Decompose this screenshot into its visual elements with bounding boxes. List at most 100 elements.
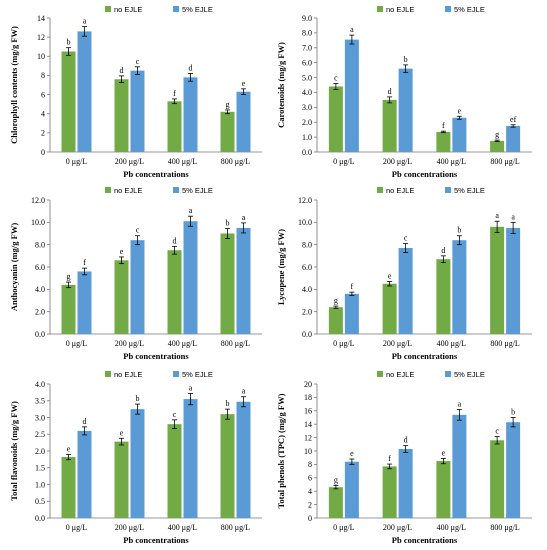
bar-no-ejle (382, 466, 397, 518)
x-tick-label: 200 μg/L (115, 339, 145, 348)
x-tick-label: 800 μg/L (490, 157, 520, 166)
y-tick-label: 1.0 (35, 480, 45, 489)
y-tick-label: 7.0 (302, 44, 312, 53)
bar-no-ejle (220, 414, 235, 518)
significance-letter: e (458, 106, 462, 115)
significance-letter: b (136, 394, 140, 403)
legend: no EJLE 5% EJLE (377, 5, 485, 14)
y-tick-label: 2.0 (35, 447, 45, 456)
bar-5pct-ejle (77, 430, 92, 518)
bar-5pct-ejle (506, 125, 521, 152)
y-tick-label: 0.0 (302, 330, 312, 339)
legend: no EJLE 5% EJLE (377, 370, 485, 379)
y-tick-label: 4 (308, 487, 312, 496)
significance-letter: g (334, 476, 338, 485)
x-tick-label: 0 μg/L (66, 157, 88, 166)
significance-letter: g (226, 100, 230, 109)
bar-no-ejle (436, 461, 451, 518)
bar-no-ejle (114, 79, 129, 152)
y-tick-label: 0.5 (35, 497, 45, 506)
bar-5pct-ejle (398, 68, 413, 152)
legend-label-no-ejle: no EJLE (386, 186, 414, 195)
y-axis-title: Chlorophyll contents (mg/g FW) (9, 26, 19, 144)
y-tick-label: 2.5 (35, 430, 45, 439)
significance-letter: a (83, 17, 87, 26)
legend-label-no-ejle: no EJLE (114, 186, 142, 195)
y-tick-label: 1.5 (35, 464, 45, 473)
significance-letter: e (350, 449, 354, 458)
x-tick-label: 200 μg/L (115, 157, 145, 166)
chart-panel-1: 0 2 4 6 8 10 12 14 Chlorophyll contents (mg/g FW… (9, 5, 262, 179)
significance-letter: a (189, 383, 193, 392)
bar-no-ejle (220, 111, 235, 152)
legend-swatch-5pct-ejle (173, 187, 179, 193)
chart-panel-4: 0.0 2.0 4.0 6.0 8.0 10.0 12.0 Lycopene (mg/g FW… (276, 186, 532, 361)
significance-letter: b (226, 399, 230, 408)
significance-letter: f (173, 89, 176, 98)
legend-swatch-no-ejle (105, 371, 111, 377)
significance-letter: e (67, 444, 71, 453)
x-tick-label: 0 μg/L (333, 339, 355, 348)
x-tick-label: 400 μg/L (437, 523, 467, 532)
y-axis-title: Anthocyanin (mg/g FW) (9, 223, 19, 311)
y-tick-label: 2.0 (35, 307, 45, 316)
significance-letter: d (120, 66, 124, 75)
x-axis-title: Pb concentrations (123, 535, 189, 545)
bar-5pct-ejle (398, 248, 413, 334)
legend-swatch-no-ejle (105, 6, 111, 12)
legend: no EJLE 5% EJLE (377, 186, 485, 195)
y-tick-label: 3.0 (35, 413, 45, 422)
significance-letter: e (388, 272, 392, 281)
chart-panel-5: 0.0 0.5 1.0 1.5 2.0 2.5 3.0 3.5 4.0 Total flavono… (9, 370, 262, 545)
legend-label-5pct-ejle: 5% EJLE (182, 370, 213, 379)
x-tick-label: 200 μg/L (383, 157, 413, 166)
y-tick-label: 8 (41, 71, 45, 80)
bar-5pct-ejle (506, 227, 521, 334)
bar-no-ejle (490, 140, 505, 152)
legend: no EJLE 5% EJLE (105, 5, 213, 14)
legend-swatch-5pct-ejle (173, 6, 179, 12)
significance-letter: c (404, 234, 408, 243)
bar-5pct-ejle (506, 422, 521, 518)
legend: no EJLE 5% EJLE (105, 370, 213, 379)
y-tick-label: 8.0 (302, 29, 312, 38)
x-tick-label: 800 μg/L (490, 523, 520, 532)
y-tick-label: 2.0 (302, 118, 312, 127)
significance-letter: b (226, 218, 230, 227)
bar-no-ejle (114, 441, 129, 518)
bar-5pct-ejle (236, 91, 251, 152)
bar-5pct-ejle (236, 401, 251, 518)
x-axis-title: Pb concentrations (123, 351, 189, 361)
y-tick-label: 0.0 (35, 514, 45, 523)
significance-letter: e (120, 428, 124, 437)
significance-letter: g (67, 272, 71, 281)
y-tick-label: 6.0 (302, 58, 312, 67)
significance-letter: c (495, 427, 499, 436)
y-tick-label: 20 (304, 380, 312, 389)
bar-5pct-ejle (77, 31, 92, 152)
bar-no-ejle (61, 457, 76, 518)
bar-no-ejle (167, 250, 182, 334)
x-tick-label: 0 μg/L (333, 157, 355, 166)
x-tick-label: 400 μg/L (168, 523, 198, 532)
bar-5pct-ejle (183, 221, 198, 334)
x-axis-title: Pb concentrations (392, 351, 458, 361)
significance-letter: b (404, 55, 408, 64)
y-tick-label: 6.0 (302, 263, 312, 272)
significance-letter: f (388, 454, 391, 463)
significance-letter: d (388, 87, 392, 96)
x-tick-label: 400 μg/L (437, 157, 467, 166)
significance-letter: a (350, 25, 354, 34)
bar-5pct-ejle (183, 399, 198, 518)
bar-5pct-ejle (130, 240, 145, 334)
y-tick-label: 12.0 (298, 196, 312, 205)
y-tick-label: 12.0 (31, 196, 45, 205)
bar-no-ejle (114, 260, 129, 334)
bar-5pct-ejle (452, 240, 467, 334)
x-tick-label: 200 μg/L (383, 523, 413, 532)
significance-letter: ef (510, 115, 517, 124)
legend-swatch-5pct-ejle (445, 371, 451, 377)
y-tick-label: 12 (37, 33, 45, 42)
legend-label-5pct-ejle: 5% EJLE (454, 5, 485, 14)
chart-panel-6: 0 2 4 6 8 10 12 14 16 18 20 Total phenols (TPC) (mg… (276, 370, 532, 545)
